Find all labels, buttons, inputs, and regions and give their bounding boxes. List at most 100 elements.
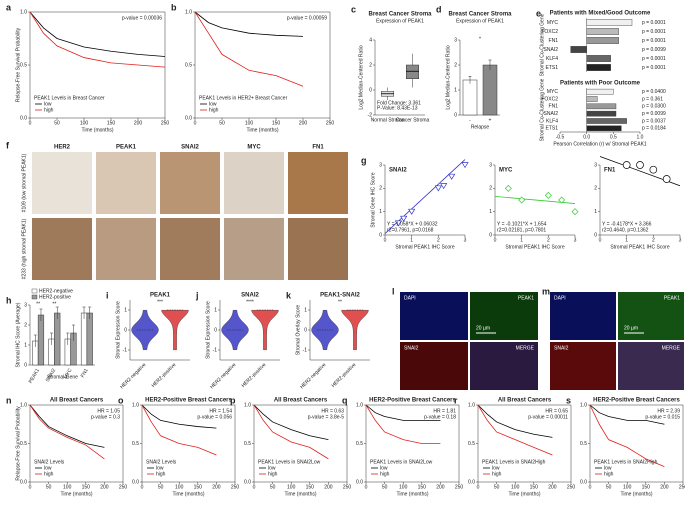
y-axis-label: Log2 Median-Centered Ratio — [358, 45, 364, 109]
chart-title: Patients with Poor Outcome — [560, 81, 641, 87]
bar — [586, 96, 598, 102]
x-tick-label: 3 — [679, 237, 682, 243]
channel-label: DAPI — [554, 295, 566, 301]
x-tick-label: 200 — [660, 484, 669, 490]
chart-subtitle: Expression of PEAK1 — [376, 18, 424, 24]
y-tick-label: 1.0 — [468, 402, 475, 408]
p-value-label: p = 0.0001 — [642, 29, 666, 35]
panel-letter: e — [536, 8, 541, 18]
annotation: Y = 1.058*X + 0.06032 — [387, 221, 438, 227]
x-tick-label: 200 — [436, 484, 445, 490]
channel-label: PEAK1 — [664, 295, 680, 301]
channel-label: MERGE — [516, 345, 535, 351]
survival-curve — [477, 404, 553, 438]
significance: *** — [157, 299, 163, 305]
x-tick-label: 0 — [589, 484, 592, 490]
x-tick-label: 150 — [272, 120, 281, 126]
survival-curve — [29, 11, 166, 57]
x-tick-label: 100 — [63, 484, 72, 490]
y-axis-label: Stromal Overlay Score — [295, 305, 301, 356]
p-value-label: p = 0.0099 — [642, 111, 666, 117]
y-tick-label: 1 — [24, 342, 27, 348]
channel-label: SNAI2 — [404, 345, 419, 351]
y-axis-label: Relapse-Free Survival Probability — [15, 27, 21, 102]
x-tick-label: 200 — [324, 484, 333, 490]
panel-letter: i — [106, 290, 109, 300]
x-tick-label: 0 — [141, 484, 144, 490]
y-tick-label: 3 — [454, 37, 457, 43]
legend-label: high — [44, 107, 54, 113]
y-tick-label: 2 — [24, 322, 27, 328]
annotation: p-value = 0.00036 — [122, 15, 162, 21]
y-tick-label: 0.0 — [244, 479, 251, 485]
x-axis-label: Time (months) — [620, 491, 652, 497]
legend-swatch — [31, 294, 38, 300]
y-tick-label: 1.0 — [20, 9, 27, 15]
x-tick-label: 2 — [437, 237, 440, 243]
y-tick-label: SNAI2 — [544, 47, 559, 53]
y-tick-label: KLF4 — [546, 56, 558, 62]
tissue-image — [288, 218, 348, 280]
x-tick-label: 50 — [54, 120, 60, 126]
survival-curve — [29, 404, 105, 460]
x-axis-label: Stromal PEAK1 IHC Score — [610, 244, 669, 250]
bar — [586, 118, 627, 124]
y-tick-label: 0.0 — [132, 479, 139, 485]
x-tick-label: 3 — [574, 237, 577, 243]
chart-title: HER2-Positive Breast Cancers — [145, 398, 232, 404]
tissue-image — [160, 152, 220, 214]
x-tick-label: HER2-negative — [119, 362, 147, 390]
y-tick-label: 0.0 — [356, 479, 363, 485]
scale-label: 20 µm — [624, 325, 638, 331]
p-value-label: p = 0.0184 — [642, 126, 666, 132]
annotation: r2=0.02181, p=0.7801 — [497, 227, 546, 233]
y-tick-label: 1 — [454, 87, 457, 93]
ihc-images — [32, 152, 348, 280]
x-tick-label: HER2-positive — [331, 362, 358, 389]
x-tick-label: 250 — [326, 120, 335, 126]
x-tick-label: 0 — [253, 484, 256, 490]
bar — [86, 312, 93, 366]
y-tick-label: ETS1 — [545, 65, 558, 71]
point — [636, 161, 644, 169]
y-tick-label: 0.5 — [244, 441, 251, 447]
micrograph — [618, 342, 684, 390]
point — [434, 185, 442, 192]
legend-label: low — [209, 101, 217, 107]
x-axis-label: Time (months) — [508, 491, 540, 497]
y-tick-label: KLF4 — [546, 118, 558, 124]
y-tick-label: 0.0 — [468, 479, 475, 485]
y-tick-label: FOXC2 — [541, 96, 558, 102]
p-value-label: p = 0.0099 — [642, 47, 666, 53]
x-tick-label: PEAK1 — [28, 367, 41, 384]
channel-label: PEAK1 — [518, 295, 534, 301]
y-tick-label: -1 — [123, 347, 128, 353]
annotation: p-value = 0.056 — [197, 414, 232, 420]
annotation: p-value = 0.00011 — [528, 414, 568, 420]
bar — [80, 312, 88, 366]
chart-title: All Breast Cancers — [498, 398, 552, 404]
y-tick-label: -1 — [303, 347, 308, 353]
bar — [586, 28, 619, 35]
significance: ** — [52, 301, 56, 307]
annotation: HR = 1.81 — [433, 408, 456, 414]
column-label: MYC — [247, 145, 261, 151]
y-tick-label: 0.5 — [185, 62, 192, 68]
y-tick-label: 0.0 — [20, 479, 27, 485]
y-tick-label: MYC — [547, 89, 559, 95]
point — [571, 208, 579, 216]
survival-curve — [589, 404, 665, 467]
y-tick-label: 0.5 — [20, 62, 27, 68]
column-label: FN1 — [312, 145, 324, 151]
y-axis-label: Stromal Expression Score — [115, 301, 121, 359]
x-tick-label: 1 — [410, 237, 413, 243]
annotation: HR = 0.63 — [321, 408, 344, 414]
y-tick-label: 2 — [369, 62, 372, 68]
x-tick-label: 50 — [219, 120, 225, 126]
y-tick-label: 1.0 — [185, 9, 192, 15]
survival-curve — [253, 404, 329, 441]
x-tick-label: 150 — [530, 484, 539, 490]
point — [394, 220, 402, 227]
x-tick-label: 50 — [270, 484, 276, 490]
